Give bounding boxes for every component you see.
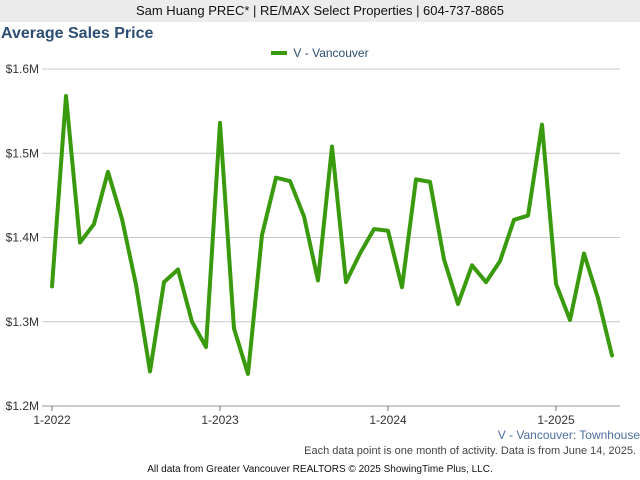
data-point <box>512 218 516 222</box>
data-point <box>176 268 180 272</box>
x-tick-label: 1-2024 <box>369 413 407 427</box>
y-tick-label: $1.2M <box>6 399 39 413</box>
data-point <box>414 177 418 181</box>
data-point <box>470 263 474 267</box>
legend-swatch <box>271 50 288 55</box>
data-point <box>540 123 544 127</box>
data-point <box>498 259 502 263</box>
data-point <box>316 278 320 282</box>
data-point <box>274 176 278 180</box>
x-tick-label: 1-2023 <box>201 413 239 427</box>
data-point <box>372 227 376 231</box>
data-point <box>484 280 488 284</box>
data-point <box>190 320 194 324</box>
chart-title: Average Sales Price <box>1 25 154 42</box>
header-text: Sam Huang PREC* | RE/MAX Select Properti… <box>135 3 505 18</box>
data-point <box>568 318 572 322</box>
x-tick-label: 1-2025 <box>537 413 575 427</box>
data-point <box>204 345 208 349</box>
series-caption: V - Vancouver: Townhouse <box>497 428 640 442</box>
data-point <box>302 214 306 218</box>
data-point <box>554 282 558 286</box>
data-point <box>92 222 96 226</box>
x-tick-label: 1-2022 <box>33 413 71 427</box>
data-point <box>330 145 334 149</box>
y-tick-label: $1.6M <box>6 62 39 76</box>
data-point <box>246 372 250 376</box>
chart-legend: V - Vancouver <box>0 46 640 60</box>
data-point <box>428 180 432 184</box>
data-point <box>358 252 362 256</box>
data-point <box>260 233 264 237</box>
data-point <box>134 283 138 287</box>
data-point <box>78 241 82 245</box>
data-point <box>64 94 68 98</box>
legend-label: V - Vancouver <box>293 46 369 60</box>
data-point <box>582 252 586 256</box>
data-point <box>526 214 530 218</box>
y-tick-label: $1.4M <box>6 231 39 245</box>
y-tick-label: $1.3M <box>6 315 39 329</box>
series-line <box>50 93 614 376</box>
data-point <box>288 179 292 183</box>
header-bar: Sam Huang PREC* | RE/MAX Select Properti… <box>0 0 640 22</box>
data-point <box>344 280 348 284</box>
footer-credit: All data from Greater Vancouver REALTORS… <box>147 464 493 475</box>
y-tick-label: $1.5M <box>6 146 39 160</box>
data-point <box>232 326 236 330</box>
data-point <box>106 170 110 174</box>
data-point <box>162 280 166 284</box>
data-point <box>50 284 54 288</box>
data-point <box>386 229 390 233</box>
data-point <box>456 302 460 306</box>
data-point <box>120 217 124 221</box>
data-point <box>596 296 600 300</box>
data-point <box>218 121 222 125</box>
data-point <box>610 353 614 357</box>
data-note: Each data point is one month of activity… <box>304 445 636 457</box>
data-point <box>442 257 446 261</box>
data-point <box>148 369 152 373</box>
data-point <box>400 285 404 289</box>
